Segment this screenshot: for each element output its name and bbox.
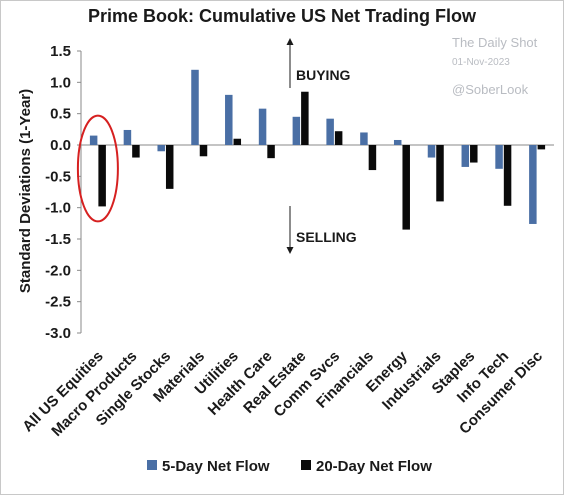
bar-5day-1 xyxy=(123,129,132,145)
bar-5day-13 xyxy=(529,145,537,224)
y-tick-label: 0.5 xyxy=(50,106,71,123)
y-tick-label: -2.5 xyxy=(45,294,71,311)
bar-20day-0 xyxy=(98,145,106,207)
watermark-source: The Daily Shot xyxy=(452,35,538,50)
y-tick-label: 1.5 xyxy=(50,43,71,60)
bar-5day-4 xyxy=(225,94,233,145)
bar-5day-3 xyxy=(191,69,199,145)
watermark-handle: @SoberLook xyxy=(452,82,529,97)
watermark-date: 01-Nov-2023 xyxy=(452,57,510,68)
bar-20day-5 xyxy=(267,145,275,159)
legend: 5-Day Net Flow 20-Day Net Flow xyxy=(147,458,432,475)
bars xyxy=(89,69,546,230)
bar-20day-9 xyxy=(402,145,410,230)
bar-5day-10 xyxy=(427,145,436,158)
bar-20day-10 xyxy=(436,145,444,202)
y-tick-label: -3.0 xyxy=(45,325,71,342)
bar-20day-1 xyxy=(132,145,140,158)
bar-20day-6 xyxy=(301,91,309,145)
bar-5day-0 xyxy=(89,135,98,145)
y-axis-ticks: 1.5 1.0 0.5 0.0 -0.5 -1.0 -1.5 -2.0 -2.5 -3.0 xyxy=(45,43,81,342)
bar-20day-7 xyxy=(334,131,343,145)
legend-swatch-5day xyxy=(147,460,157,470)
bar-5day-2 xyxy=(157,145,165,152)
highlight-ellipse xyxy=(76,114,119,223)
y-tick-label: 0.0 xyxy=(50,137,71,154)
y-axis-label: Standard Deviations (1-Year) xyxy=(17,89,34,293)
bar-5day-5 xyxy=(258,108,267,145)
buying-label: BUYING xyxy=(296,67,351,83)
bar-5day-7 xyxy=(326,118,334,145)
bar-20day-4 xyxy=(233,138,242,145)
bar-5day-6 xyxy=(292,116,301,145)
legend-label-5day: 5-Day Net Flow xyxy=(162,458,270,475)
y-tick-label: -1.5 xyxy=(45,231,71,248)
legend-swatch-20day xyxy=(301,460,311,470)
bar-20day-3 xyxy=(199,145,208,157)
bar-20day-2 xyxy=(165,145,174,189)
bar-5day-9 xyxy=(393,139,402,145)
y-tick-label: -2.0 xyxy=(45,262,71,279)
buying-annotation: BUYING xyxy=(286,38,351,88)
y-tick-label: -0.5 xyxy=(45,168,71,185)
bar-20day-11 xyxy=(470,145,478,163)
selling-label: SELLING xyxy=(296,229,357,245)
legend-label-20day: 20-Day Net Flow xyxy=(316,458,432,475)
chart-title: Prime Book: Cumulative US Net Trading Fl… xyxy=(87,6,477,26)
bar-5day-12 xyxy=(495,145,503,169)
bar-20day-12 xyxy=(503,145,512,206)
bar-5day-11 xyxy=(461,145,470,167)
bar-20day-13 xyxy=(537,145,546,150)
bar-20day-8 xyxy=(368,145,377,171)
bar-5day-8 xyxy=(360,132,368,145)
y-tick-label: -1.0 xyxy=(45,200,71,217)
selling-annotation: SELLING xyxy=(286,206,357,254)
y-tick-label: 1.0 xyxy=(50,74,71,91)
